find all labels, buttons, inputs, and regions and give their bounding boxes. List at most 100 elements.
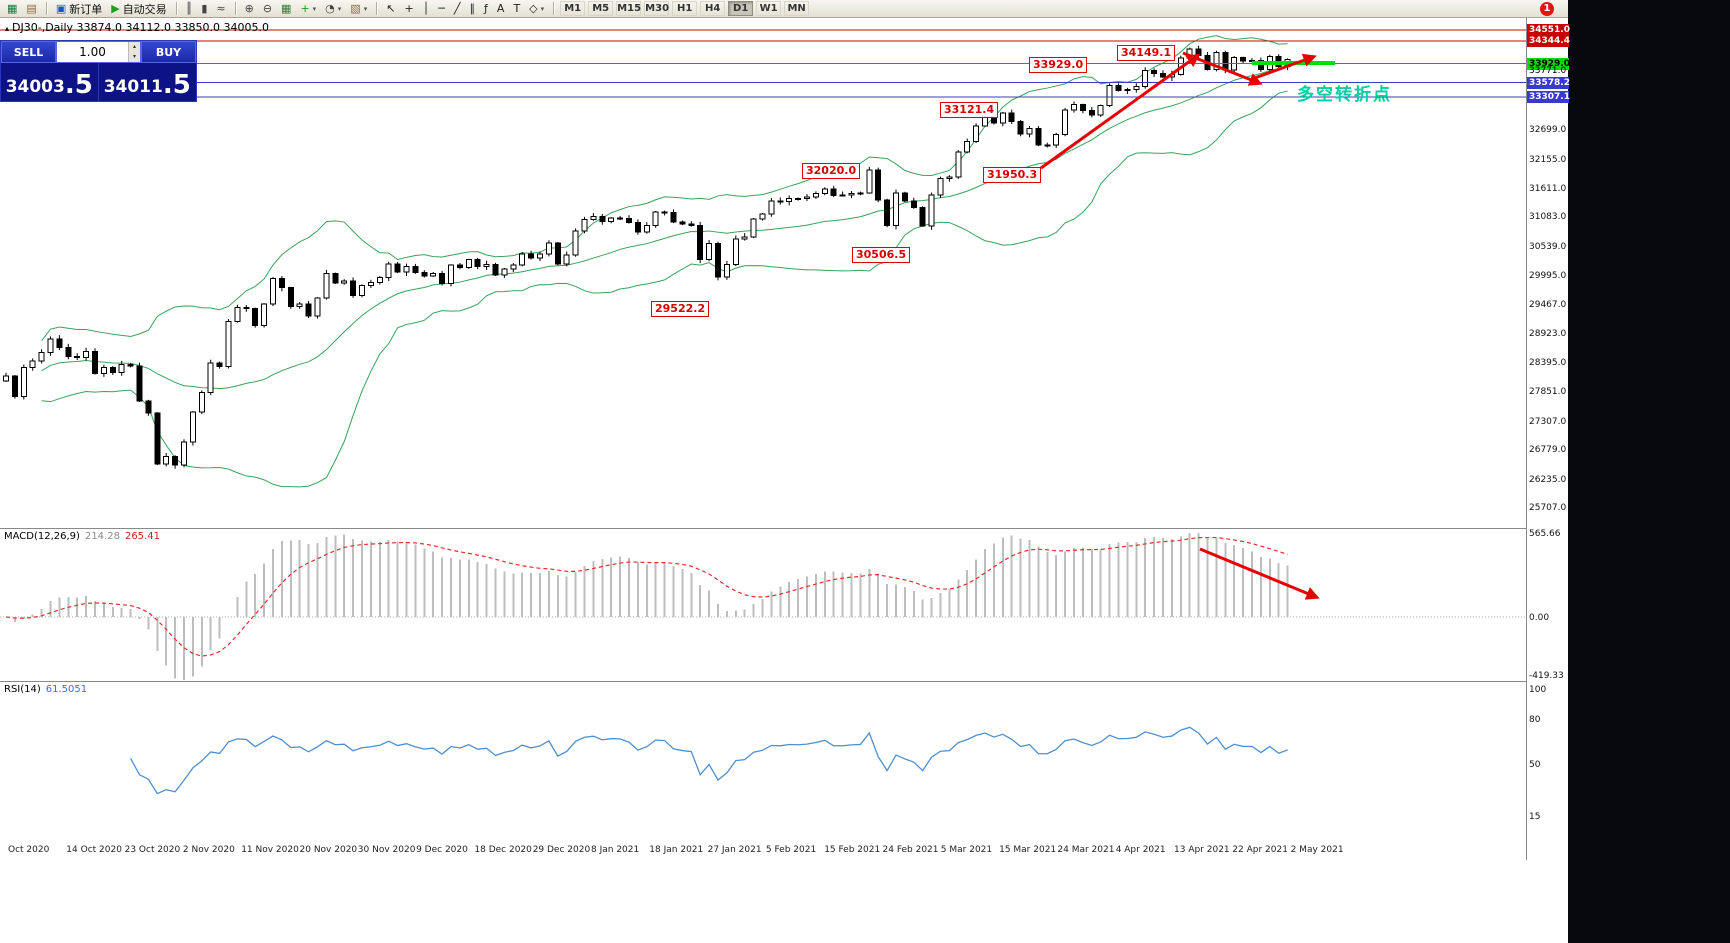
text-button[interactable]: A [493,1,509,17]
channel-icon: ∥ [469,1,476,15]
toolbar-separator [175,2,177,15]
price-tick-label: 29467.0 [1529,299,1567,310]
price-line-tag: 33771.0 [1529,66,1567,77]
trendline-icon: ╱ [453,1,461,15]
zoom-in-button[interactable]: ⊕ [241,1,258,17]
date-axis-label: 13 Apr 2021 [1174,845,1230,855]
timeframe-button-D1[interactable]: D1 [728,1,754,16]
macd-indicator-chart[interactable] [0,528,1526,681]
timeframe-button-H1[interactable]: H1 [672,1,698,16]
price-annotation[interactable]: 30506.5 [852,247,911,263]
price-annotation[interactable]: 33121.4 [940,102,999,118]
timeframe-button-MN[interactable]: MN [784,1,810,16]
timeframe-button-M5[interactable]: M5 [588,1,614,16]
chart-ohlc-header: ▴ DJ30-,Daily 33874.0 34112.0 33850.0 340… [5,21,269,34]
zoom-out-button[interactable]: ⊖ [259,1,276,17]
price-line-tag: 33578.2 [1527,76,1570,89]
volume-input[interactable] [57,42,128,62]
autotrading-button[interactable]: ▶ 自动交易 [107,1,170,17]
volume-down-button[interactable]: ▾ [128,52,140,62]
toolbar: ▦ ▤ ▣ 新订单 ▶ 自动交易 ║ ▮ ≈ ⊕ ⊖ ▦ + ▾ ◔ ▾ ▧ ▾ ↖ + │ ─ ╱ ∥ ƒ A T ◇ ▾ M1 M5 M1… [0,0,1568,18]
trend-arrow[interactable] [1040,53,1201,170]
date-axis-label: Oct 2020 [8,845,50,855]
periods-dropdown-button[interactable]: ◔ ▾ [321,1,345,17]
rsi-axis-label: 15 [1529,811,1541,822]
date-axis-label: 5 Feb 2021 [765,845,817,855]
trend-arrow[interactable] [1248,53,1317,82]
price-tick-label: 31083.0 [1529,212,1567,223]
price-tick-label: 26779.0 [1529,445,1567,456]
toolbar-separator [234,2,236,15]
templates-button[interactable]: ▧ ▾ [346,1,371,17]
candlestick-chart-button[interactable]: ▮ [197,1,211,17]
cursor-button[interactable]: ↖ [382,1,399,17]
symbol-marker-icon: ▴ [5,24,10,33]
turning-point-note[interactable]: 多空转折点 [1297,85,1392,105]
notification-badge[interactable]: 1 [1540,2,1554,16]
tile-windows-button[interactable]: ▦ [277,1,295,17]
trendline-button[interactable]: ╱ [450,1,465,17]
price-annotation[interactable]: 29522.2 [651,301,710,317]
horizontal-line-button[interactable]: ─ [434,1,449,17]
sell-button[interactable]: SELL [1,41,56,63]
price-annotation[interactable]: 34149.1 [1117,45,1176,61]
macd-label: MACD(12,26,9) 214.28 265.41 [4,531,160,542]
right-dark-panel [1568,0,1730,943]
timeframe-button-M30[interactable]: M30 [644,1,670,16]
label-icon: T [513,1,521,15]
chevron-down-icon: ▾ [312,4,317,13]
crosshair-button[interactable]: + [400,1,417,17]
price-tick-label: 25707.0 [1529,503,1567,514]
indicators-button[interactable]: + ▾ [296,1,320,17]
timeframe-button-H4[interactable]: H4 [700,1,726,16]
timeframe-button-W1[interactable]: W1 [756,1,782,16]
vertical-line-button[interactable]: │ [419,1,434,17]
timeframe-button-M1[interactable]: M1 [560,1,586,16]
new-order-button-label: 新订单 [69,2,103,16]
date-axis-label: 22 Apr 2021 [1232,845,1288,855]
price-tick-label: 28923.0 [1529,329,1567,340]
cursor-icon: ↖ [386,1,396,15]
fibonacci-icon: ƒ [484,1,488,15]
zoom-in-icon: ⊕ [244,1,254,15]
macd-signal-line [5,536,1288,657]
price-annotation[interactable]: 31950.3 [983,167,1042,183]
price-line-tag: 34344.4 [1527,35,1570,48]
price-axis[interactable]: 32699.0 32155.0 31611.0 31083.0 30539.0 29995… [1526,18,1570,860]
date-axis-label: 5 Mar 2021 [940,845,993,855]
price-tick-label: 27851.0 [1529,387,1567,398]
volume-up-button[interactable]: ▴ [128,42,140,52]
profiles-button[interactable]: ▤ [22,1,40,17]
buy-button[interactable]: BUY [141,41,196,63]
timeframe-button-M15[interactable]: M15 [616,1,642,16]
price-chart[interactable] [0,18,1526,528]
date-axis-label: 24 Feb 2021 [882,845,939,855]
date-axis-label: 9 Dec 2020 [416,845,468,855]
bar-chart-button[interactable]: ║ [182,1,197,17]
fibonacci-button[interactable]: ƒ [480,1,492,17]
ohlc-text: DJ30-,Daily 33874.0 34112.0 33850.0 3400… [12,21,269,34]
rsi-indicator-chart[interactable] [0,681,1526,838]
label-button[interactable]: T [509,1,524,17]
shapes-icon: ◇ [529,1,538,15]
bollinger-upper-band [41,35,1288,342]
toolbar-separator [553,2,555,15]
new-order-button[interactable]: ▣ 新订单 [52,1,106,17]
channel-button[interactable]: ∥ [466,1,480,17]
panel-separator[interactable] [0,681,1568,682]
line-chart-button[interactable]: ≈ [212,1,229,17]
macd-name: MACD(12,26,9) [4,531,80,542]
date-axis-label: 18 Dec 2020 [474,845,532,855]
price-annotation[interactable]: 33929.0 [1029,57,1088,73]
rsi-value: 61.5051 [45,684,88,695]
new-chart-button[interactable]: ▦ [3,1,21,17]
panel-separator[interactable] [0,528,1568,529]
macd-trend-arrow[interactable] [1199,547,1320,600]
trend-arrow[interactable] [1182,51,1263,86]
time-axis[interactable]: Oct 2020 14 Oct 2020 23 Oct 2020 2 Nov 2020… [0,838,1526,862]
price-annotation[interactable]: 32020.0 [802,163,861,179]
autotrading-button-label: 自动交易 [122,2,167,16]
one-click-trading-panel: SELL ▴ ▾ BUY 34003.5 34011.5 [0,40,197,102]
bollinger-lower-band [41,90,1288,488]
shapes-button[interactable]: ◇ ▾ [525,1,548,17]
